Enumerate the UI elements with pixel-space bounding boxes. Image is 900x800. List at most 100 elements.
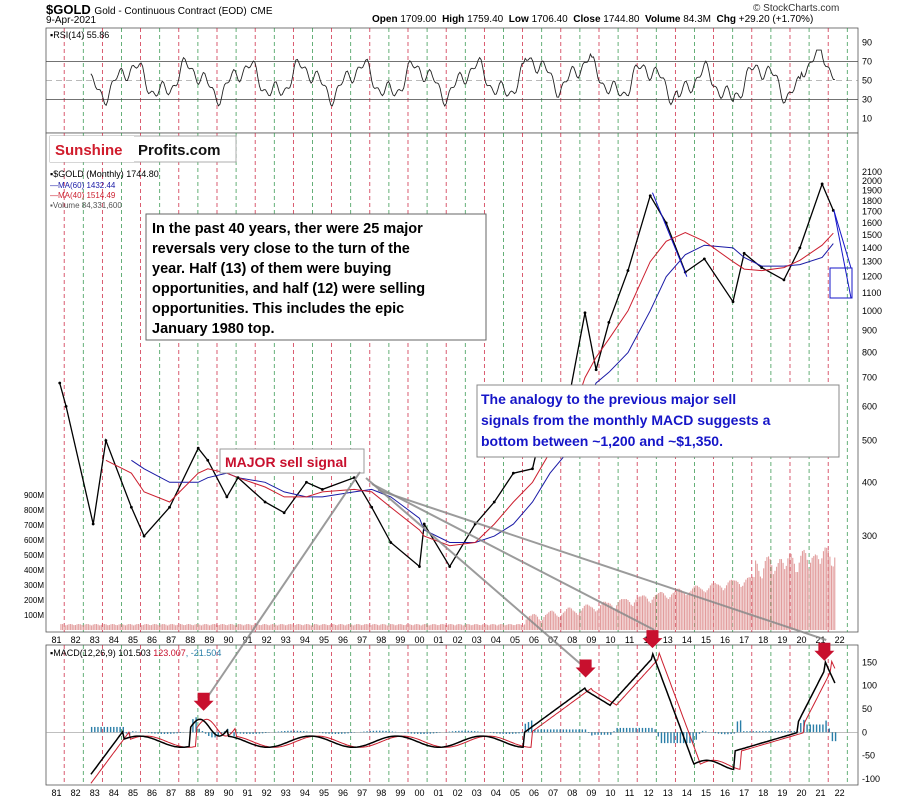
macd-hist-value: , -21.504	[186, 648, 222, 658]
volume-bar	[588, 605, 590, 630]
price-point	[282, 511, 286, 515]
macd-hist-bar	[825, 720, 827, 733]
macd-hist-bar	[192, 719, 194, 733]
macd-hist-bar	[379, 730, 381, 733]
x-tick-label: 19	[777, 635, 787, 645]
volume-bar	[475, 624, 477, 630]
macd-hist-bar	[220, 732, 223, 734]
macd-hist-bar	[673, 732, 675, 744]
volume-bar	[241, 624, 243, 630]
sell-signal-pointer	[365, 477, 589, 671]
projection-box	[829, 267, 853, 299]
volume-bar	[440, 624, 442, 630]
volume-bar	[477, 624, 479, 630]
volume-bar	[136, 624, 138, 630]
macd-hist-bar	[613, 731, 615, 733]
volume-bar	[204, 624, 206, 630]
volume-bar	[566, 609, 568, 630]
macd-hist-bar	[470, 730, 473, 733]
volume-bar	[578, 612, 581, 630]
volume-bar	[669, 597, 671, 630]
volume-bar	[824, 547, 826, 630]
macd-hist-bar	[584, 729, 587, 733]
macd-hist-bar	[242, 732, 245, 734]
volume-bar	[774, 570, 776, 630]
x-tick-label: 98	[376, 788, 386, 798]
volume-bar	[777, 563, 779, 630]
macd-hist-bar	[499, 732, 501, 734]
volume-bar	[260, 625, 262, 630]
volume-bar	[551, 610, 553, 630]
volume-bar	[364, 624, 366, 630]
sell-arrow-icon	[814, 642, 835, 661]
volume-bar	[806, 559, 808, 630]
price-tick-label: 1700	[862, 207, 882, 217]
volume-bar	[338, 624, 340, 630]
volume-bar	[192, 625, 194, 630]
macd-hist-bar	[239, 732, 242, 734]
volume-bar	[737, 581, 739, 630]
volume-bar	[149, 625, 151, 630]
rsi-label: ▪RSI(14) 55.86	[50, 30, 109, 40]
main-annotation-line: opportunities. This includes the epic	[152, 301, 404, 317]
volume-bar	[133, 625, 135, 630]
volume-bar	[242, 625, 245, 630]
macd-hist-bar	[293, 730, 295, 733]
volume-bar	[595, 611, 597, 630]
projection-line-upper	[833, 210, 852, 269]
macd-line	[90, 651, 836, 775]
macd-hist-bar	[261, 732, 264, 734]
volume-bar	[231, 624, 233, 630]
volume-bar	[288, 624, 290, 630]
macd-hist-bar	[648, 727, 650, 733]
macd-hist-bar	[173, 732, 175, 734]
price-point	[820, 182, 824, 186]
volume-bar	[425, 624, 427, 630]
x-tick-label: 13	[663, 635, 673, 645]
x-tick-label: 01	[434, 788, 444, 798]
volume-bar	[65, 625, 67, 630]
macd-hist-bar	[587, 732, 590, 733]
volume-bar	[620, 599, 623, 630]
rsi-tick-label: 90	[862, 38, 872, 48]
volume-bar	[443, 624, 445, 630]
macd-hist-bar	[727, 732, 729, 735]
macd-hist-bar	[119, 726, 121, 733]
macd-hist-bar	[663, 732, 666, 744]
volume-bar	[320, 624, 322, 630]
volume-bar	[213, 624, 215, 630]
volume-bar	[431, 624, 434, 630]
volume-bar	[124, 625, 127, 630]
volume-bar	[549, 610, 551, 630]
macd-hist-bar	[211, 732, 213, 738]
x-tick-label: 03	[472, 635, 482, 645]
volume-bar	[81, 624, 83, 630]
logo-left-bg	[50, 136, 134, 162]
price-point	[263, 500, 267, 504]
volume-bar	[577, 614, 579, 630]
price-tick-label: 1100	[862, 288, 881, 298]
volume-bar	[640, 596, 642, 630]
volume-bar	[123, 624, 125, 630]
sell-signal-pointer	[371, 483, 655, 631]
macd-hist-bar	[489, 732, 492, 733]
volume-bar	[734, 580, 736, 630]
macd-hist-bar	[147, 732, 150, 733]
volume-bar	[428, 625, 430, 630]
macd-hist-bar	[632, 727, 634, 733]
volume-bar	[448, 624, 450, 630]
macd-hist-bar	[597, 732, 599, 735]
volume-bar	[654, 595, 656, 630]
volume-bar	[834, 557, 836, 630]
volume-bar	[830, 565, 833, 630]
open-value: 1709.00	[400, 14, 437, 25]
volume-bar	[706, 590, 708, 630]
macd-hist-bar	[154, 732, 156, 734]
macd-hist-bar	[372, 730, 375, 733]
macd-hist-bar	[629, 727, 631, 733]
x-tick-label: 09	[586, 635, 596, 645]
volume-bar	[538, 619, 540, 630]
volume-bar	[73, 625, 75, 630]
volume-bar	[252, 624, 254, 630]
volume-bar	[559, 617, 561, 630]
